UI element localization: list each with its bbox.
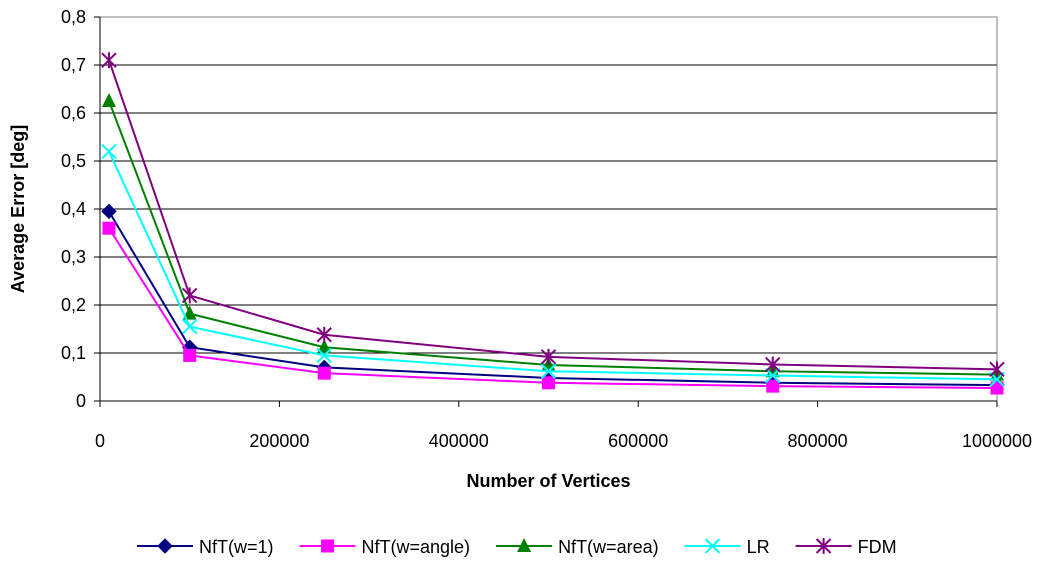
data-point-series-4 bbox=[101, 143, 117, 160]
legend-marker bbox=[321, 539, 335, 553]
legend-item-2: NfT(w=angle) bbox=[299, 537, 471, 557]
series-layer bbox=[101, 52, 1005, 395]
x-tick-label: 0 bbox=[95, 431, 105, 451]
legend-marker bbox=[704, 538, 721, 554]
data-point-series-4 bbox=[765, 367, 781, 384]
legend-item-5: FDM bbox=[795, 537, 897, 557]
gridlines bbox=[100, 16, 997, 354]
legend-label: NfT(w=angle) bbox=[362, 537, 471, 557]
legend-marker bbox=[157, 538, 173, 554]
series-line-4 bbox=[108, 150, 998, 381]
data-point-series-4 bbox=[540, 363, 557, 379]
y-tick-label: 0 bbox=[76, 391, 86, 411]
y-tick-label: 0,1 bbox=[61, 343, 86, 363]
legend-item-1: NfT(w=1) bbox=[137, 537, 274, 557]
y-tick-label: 0,7 bbox=[61, 55, 86, 75]
y-tick-label: 0,5 bbox=[61, 151, 86, 171]
legend-label: FDM bbox=[858, 537, 897, 557]
x-tick-label: 400000 bbox=[429, 431, 489, 451]
data-point-series-5 bbox=[765, 356, 781, 373]
legend-label: NfT(w=1) bbox=[199, 537, 274, 557]
data-point-series-2 bbox=[183, 348, 197, 362]
legend-marker bbox=[815, 538, 832, 554]
tick-labels: 0 0,1 0,2 0,3 0,4 0,5 0,6 0,7 0,8 0 200000 400000 60… bbox=[61, 7, 1032, 451]
y-tick-label: 0,6 bbox=[61, 103, 86, 123]
y-tick-label: 0,8 bbox=[61, 7, 86, 27]
legend-label: LR bbox=[747, 537, 770, 557]
data-point-series-3 bbox=[182, 305, 197, 320]
series-line-3 bbox=[108, 100, 998, 376]
data-point-series-2 bbox=[102, 221, 116, 235]
data-point-series-5 bbox=[540, 348, 557, 365]
series-line-5 bbox=[108, 59, 998, 371]
y-tick-label: 0,4 bbox=[61, 199, 86, 219]
data-point-series-5 bbox=[181, 287, 198, 304]
x-tick-label: 800000 bbox=[788, 431, 848, 451]
y-axis-title: Average Error [deg] bbox=[8, 125, 28, 293]
data-point-series-2 bbox=[766, 379, 780, 393]
data-point-series-4 bbox=[181, 318, 198, 335]
data-point-series-2 bbox=[317, 366, 331, 380]
x-tick-label: 1000000 bbox=[962, 431, 1032, 451]
data-point-series-5 bbox=[989, 361, 1005, 378]
legend-label: NfT(w=area) bbox=[558, 537, 659, 557]
data-point-series-3 bbox=[317, 339, 332, 354]
series-line-1 bbox=[108, 210, 998, 387]
x-tick-label: 200000 bbox=[249, 431, 309, 451]
data-point-series-2 bbox=[542, 376, 555, 390]
data-point-series-5 bbox=[316, 326, 332, 343]
legend-marker bbox=[517, 538, 532, 552]
x-tick-label: 600000 bbox=[608, 431, 668, 451]
x-axis-title: Number of Vertices bbox=[466, 471, 630, 491]
data-point-series-5 bbox=[101, 52, 117, 69]
axes bbox=[94, 16, 998, 407]
data-point-series-4 bbox=[316, 347, 332, 364]
legend-item-3: NfT(w=area) bbox=[496, 537, 659, 557]
legend-item-4: LR bbox=[684, 537, 770, 557]
data-point-series-1 bbox=[101, 203, 117, 220]
data-point-series-2 bbox=[990, 381, 1004, 395]
series-line-2 bbox=[108, 227, 998, 390]
legend: NfT(w=1) NfT(w=angle) NfT(w=area) LR FDM bbox=[137, 537, 897, 557]
y-tick-label: 0,3 bbox=[61, 247, 86, 267]
data-point-series-3 bbox=[101, 93, 116, 107]
y-tick-label: 0,2 bbox=[61, 295, 86, 315]
